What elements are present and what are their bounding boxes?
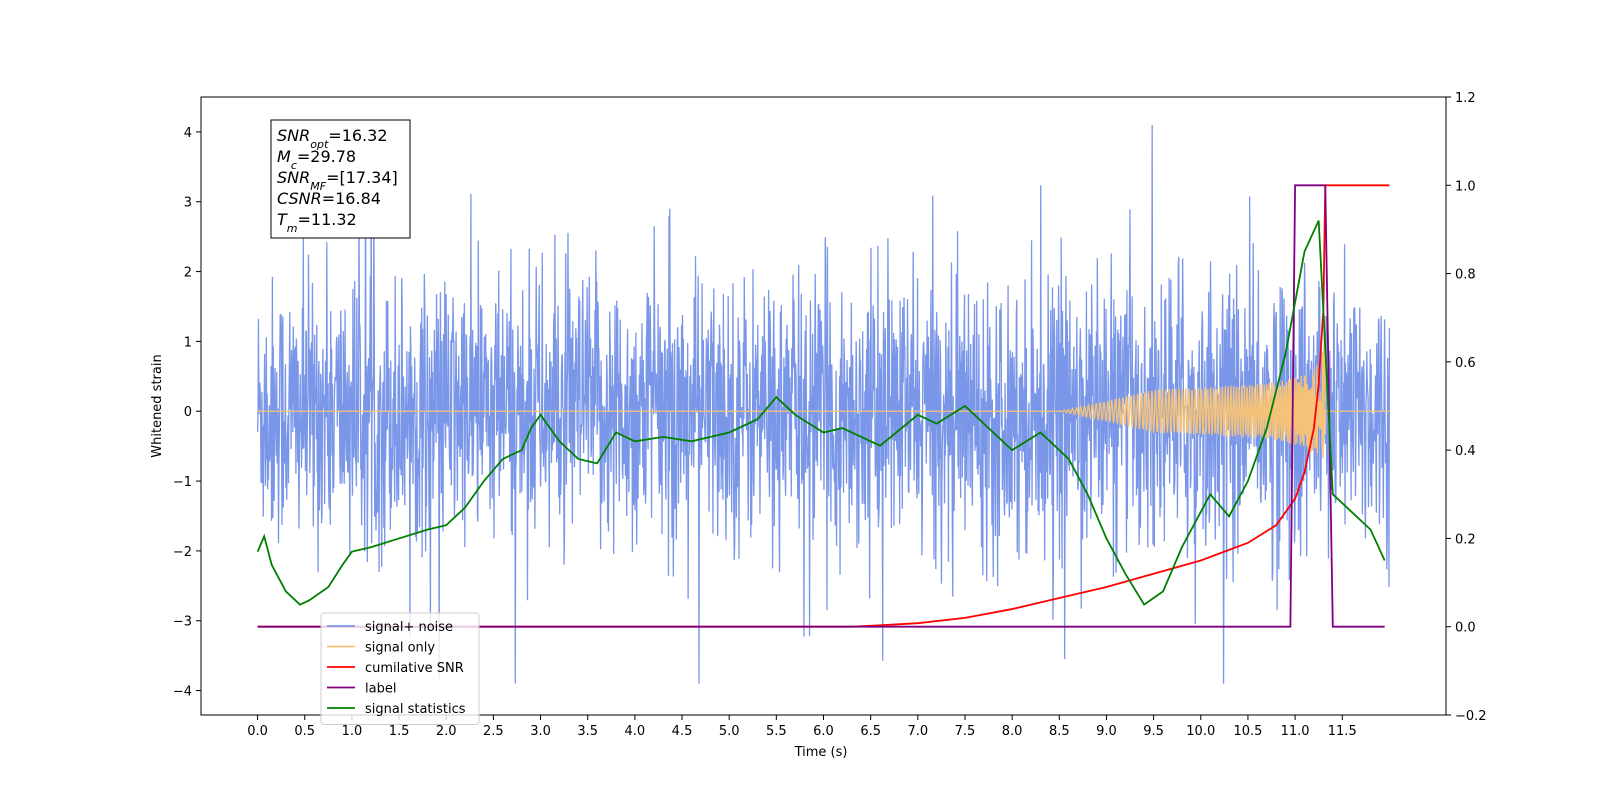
annotation-line: CSNR=16.84 xyxy=(277,189,381,208)
x-tick-label: 4.5 xyxy=(672,724,693,739)
x-axis-label: Time (s) xyxy=(794,745,848,760)
annotation-box: SNRopt=16.32Mc=29.78SNRMF=[17.34]CSNR=16… xyxy=(270,119,411,239)
x-tick-label: 10.5 xyxy=(1233,724,1262,739)
y2-tick-label: 0.0 xyxy=(1455,621,1476,636)
series-signal-statistics xyxy=(256,220,1386,606)
series-cumilative-snr xyxy=(257,184,1390,628)
annotation-line: SNRopt=16.32 xyxy=(277,126,388,151)
annotation-line: SNRMF=[17.34] xyxy=(277,168,398,193)
legend-entry: signal only xyxy=(365,641,435,656)
x-axis: 0.0 0.5 1.0 1.5 2.0 2.5 3.0 3.5 4.0 4.5 5.0 5.5 6.0 6… xyxy=(247,715,1357,739)
y-tick-label: −3 xyxy=(173,615,192,630)
legend-frame xyxy=(320,612,480,725)
x-tick-label: 11.5 xyxy=(1328,724,1357,739)
series-layer xyxy=(256,124,1391,684)
x-tick-label: 8.0 xyxy=(1002,724,1023,739)
y2-tick-label: 1.0 xyxy=(1455,179,1476,194)
x-tick-label: 9.5 xyxy=(1143,724,1164,739)
x-tick-label: 7.0 xyxy=(907,724,928,739)
legend: signal+ noise signal only cumilative SNR la… xyxy=(320,612,480,725)
series-signal-only xyxy=(257,317,1390,459)
legend-entry: signal statistics xyxy=(365,702,466,717)
annotation-line: Tm=11.32 xyxy=(277,210,357,235)
y2-tick-label: 1.2 xyxy=(1455,91,1476,106)
y2-tick-label: 0.4 xyxy=(1455,444,1476,459)
x-tick-label: 6.0 xyxy=(813,724,834,739)
y-axis-right: 1.2 1.0 0.8 0.6 0.4 0.2 0.0 −0.2 xyxy=(1446,91,1487,724)
y-tick-label: −4 xyxy=(173,685,192,700)
x-tick-label: 5.5 xyxy=(766,724,787,739)
y-axis-label: Whitened strain xyxy=(150,354,165,457)
x-tick-label: 3.0 xyxy=(530,724,551,739)
annotation-line: Mc=29.78 xyxy=(277,147,356,172)
x-tick-label: 10.0 xyxy=(1186,724,1215,739)
x-tick-label: 1.0 xyxy=(342,724,363,739)
y-tick-label: −1 xyxy=(173,475,192,490)
y-tick-label: 3 xyxy=(184,196,192,211)
y-tick-label: 1 xyxy=(184,335,192,350)
y-tick-label: −2 xyxy=(173,545,192,560)
x-tick-label: 5.0 xyxy=(719,724,740,739)
x-tick-label: 8.5 xyxy=(1049,724,1070,739)
y2-tick-label: 0.2 xyxy=(1455,532,1476,547)
x-tick-label: 6.5 xyxy=(860,724,881,739)
annotation-frame xyxy=(270,119,411,239)
y2-tick-label: −0.2 xyxy=(1455,709,1487,724)
x-tick-label: 1.5 xyxy=(389,724,410,739)
y2-tick-label: 0.8 xyxy=(1455,268,1476,283)
x-tick-label: 0.5 xyxy=(294,724,315,739)
legend-entry: cumilative SNR xyxy=(365,661,464,676)
y-axis-left: 4 3 2 1 0 −1 −2 −3 −4 xyxy=(173,126,201,700)
legend-entry: signal+ noise xyxy=(365,620,453,635)
legend-entry: label xyxy=(365,682,396,697)
y-tick-label: 4 xyxy=(184,126,192,141)
y-tick-label: 0 xyxy=(184,405,192,420)
series-label xyxy=(257,184,1385,628)
y-tick-label: 2 xyxy=(184,266,192,281)
x-tick-label: 2.5 xyxy=(483,724,504,739)
x-tick-label: 2.0 xyxy=(436,724,457,739)
x-tick-label: 0.0 xyxy=(247,724,268,739)
x-tick-label: 9.0 xyxy=(1096,724,1117,739)
x-tick-label: 11.0 xyxy=(1281,724,1310,739)
x-tick-label: 3.5 xyxy=(577,724,598,739)
x-tick-label: 4.0 xyxy=(625,724,646,739)
x-tick-label: 7.5 xyxy=(955,724,976,739)
y2-tick-label: 0.6 xyxy=(1455,356,1476,371)
